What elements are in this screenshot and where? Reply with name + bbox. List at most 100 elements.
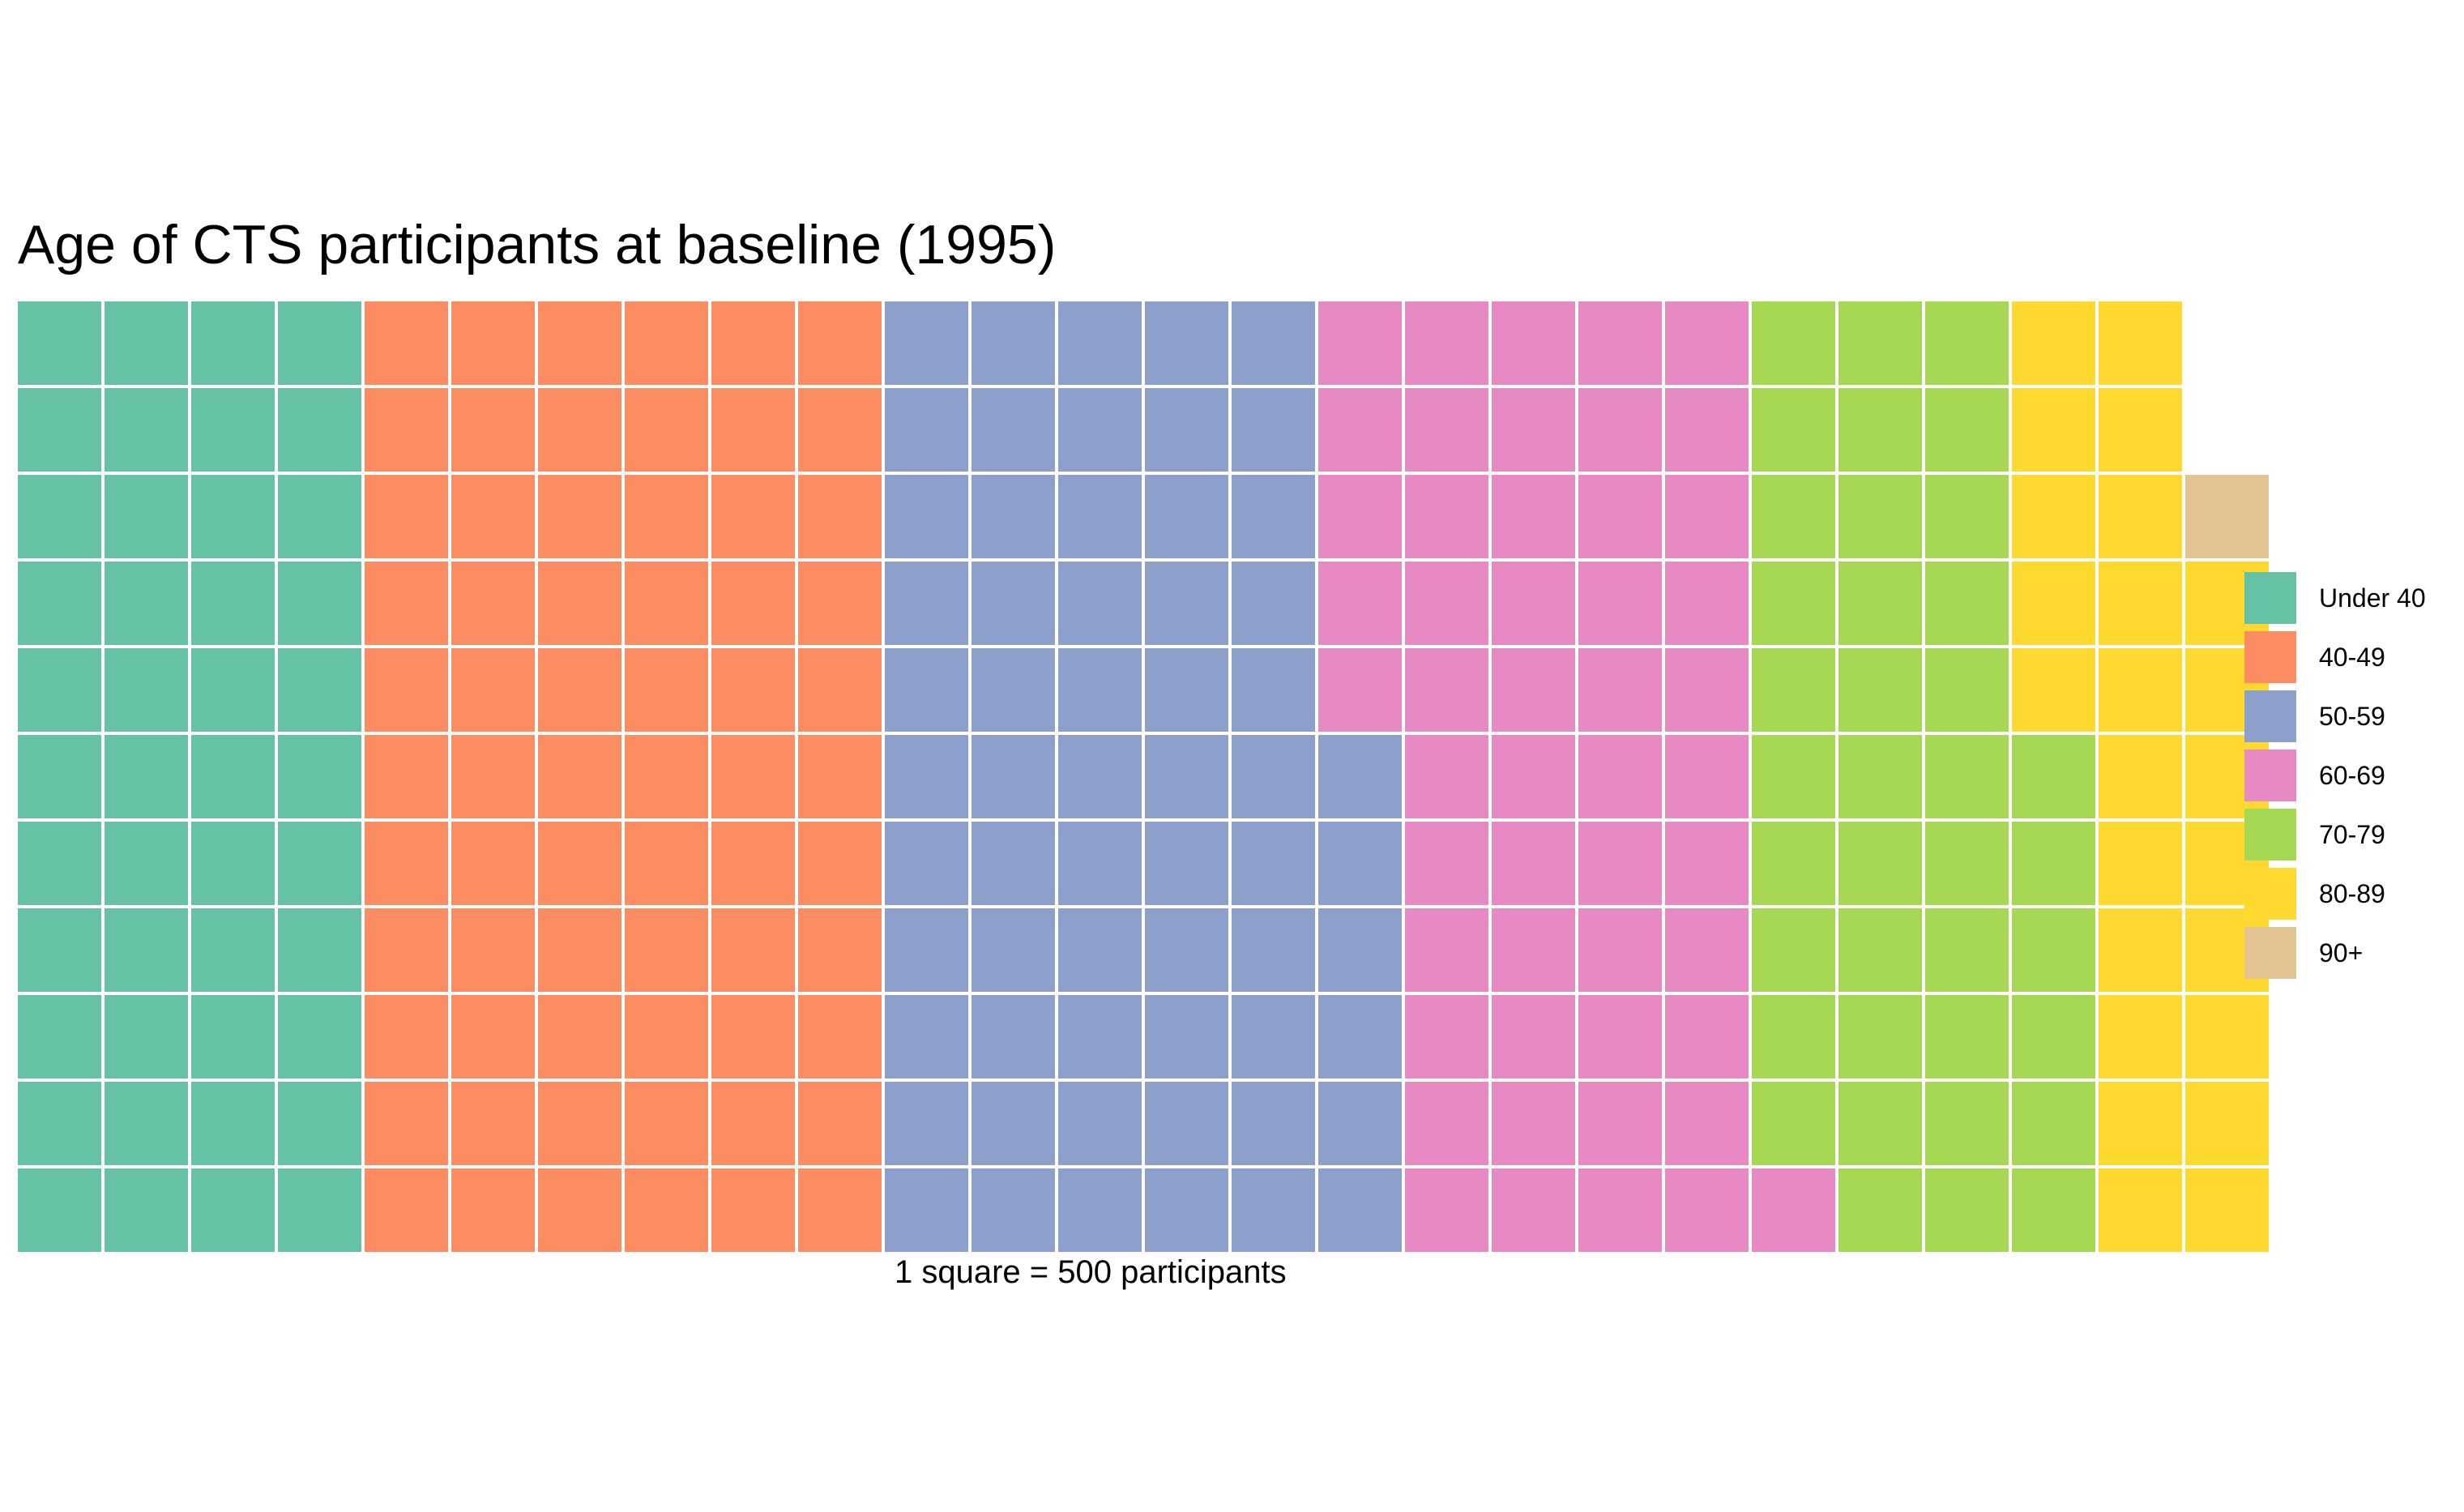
waffle-square (625, 562, 708, 645)
waffle-square (105, 388, 188, 472)
waffle-square (1838, 1168, 1922, 1252)
waffle-square (711, 1168, 795, 1252)
waffle-square (1318, 388, 1402, 472)
waffle-square (1232, 908, 1315, 992)
waffle-square (2012, 1082, 2095, 1165)
waffle-square (365, 388, 448, 472)
waffle-square (1232, 995, 1315, 1078)
waffle-square (2012, 822, 2095, 905)
waffle-square (625, 822, 708, 905)
waffle-square (191, 995, 275, 1078)
waffle-square (1232, 301, 1315, 385)
waffle-square (1925, 908, 2009, 992)
waffle-square (1232, 735, 1315, 818)
waffle-square (1665, 908, 1749, 992)
waffle-square (451, 1168, 535, 1252)
waffle-square (191, 648, 275, 732)
waffle-square (451, 1082, 535, 1165)
waffle-square (1058, 995, 1142, 1078)
waffle-square (1318, 1082, 1402, 1165)
waffle-square (1318, 995, 1402, 1078)
waffle-square (711, 562, 795, 645)
waffle-square (798, 908, 882, 992)
legend-color-key (2244, 572, 2296, 624)
waffle-square (1665, 1168, 1749, 1252)
waffle-square (2099, 1082, 2182, 1165)
waffle-square (105, 301, 188, 385)
waffle-square (18, 908, 101, 992)
waffle-square (1492, 908, 1575, 992)
waffle-square (1578, 908, 1662, 992)
waffle-square (798, 735, 882, 818)
waffle-square (1838, 1082, 1922, 1165)
waffle-square (1578, 995, 1662, 1078)
legend-color-key (2244, 690, 2296, 742)
waffle-square (1492, 1082, 1575, 1165)
waffle-square (1145, 735, 1228, 818)
waffle-square (625, 995, 708, 1078)
waffle-square (18, 388, 101, 472)
waffle-square (278, 388, 361, 472)
waffle-square (1318, 562, 1402, 645)
waffle-square (365, 908, 448, 992)
waffle-square (1665, 995, 1749, 1078)
waffle-square (1665, 301, 1749, 385)
waffle-square (278, 301, 361, 385)
waffle-square (1838, 995, 1922, 1078)
waffle-square (1405, 995, 1488, 1078)
waffle-square (365, 301, 448, 385)
waffle-square (2185, 1168, 2269, 1252)
waffle-square (1058, 1168, 1142, 1252)
waffle-square (2099, 475, 2182, 558)
waffle-square (2099, 1168, 2182, 1252)
waffle-square (105, 648, 188, 732)
waffle-square (278, 1082, 361, 1165)
waffle-square (1578, 735, 1662, 818)
waffle-square (972, 648, 1055, 732)
waffle-square (1925, 822, 2009, 905)
waffle-square (105, 1168, 188, 1252)
waffle-square (1578, 301, 1662, 385)
waffle-square (1232, 388, 1315, 472)
waffle-square (191, 475, 275, 558)
waffle-square (2099, 648, 2182, 732)
waffle-square (1232, 1082, 1315, 1165)
waffle-square (885, 388, 968, 472)
waffle-square (1838, 735, 1922, 818)
waffle-square (278, 908, 361, 992)
waffle-square (885, 1082, 968, 1165)
waffle-square (1492, 301, 1575, 385)
waffle-square (1058, 648, 1142, 732)
waffle-square (1058, 475, 1142, 558)
waffle-square (885, 562, 968, 645)
waffle-square (972, 1168, 1055, 1252)
waffle-square (1058, 822, 1142, 905)
waffle-square (278, 475, 361, 558)
waffle-square (1492, 648, 1575, 732)
legend-item: 60-69 (2244, 750, 2455, 801)
waffle-square (538, 735, 621, 818)
waffle-square (1752, 995, 1835, 1078)
waffle-square (1578, 475, 1662, 558)
waffle-square (1145, 562, 1228, 645)
waffle-square (105, 735, 188, 818)
waffle-square (625, 1168, 708, 1252)
waffle-square (2012, 562, 2095, 645)
waffle-square (1145, 388, 1228, 472)
waffle-square (191, 822, 275, 905)
waffle-square (2185, 475, 2269, 558)
waffle-square (191, 1168, 275, 1252)
waffle-square (625, 301, 708, 385)
waffle-square (972, 908, 1055, 992)
waffle-square (1578, 822, 1662, 905)
waffle-square (1405, 475, 1488, 558)
chart-title: Age of CTS participants at baseline (199… (18, 214, 1057, 275)
waffle-square (538, 908, 621, 992)
waffle-square (1318, 648, 1402, 732)
waffle-square (105, 822, 188, 905)
waffle-square (2099, 388, 2182, 472)
waffle-square (365, 1082, 448, 1165)
waffle-square (365, 648, 448, 732)
waffle-square (885, 822, 968, 905)
waffle-square (1578, 1168, 1662, 1252)
